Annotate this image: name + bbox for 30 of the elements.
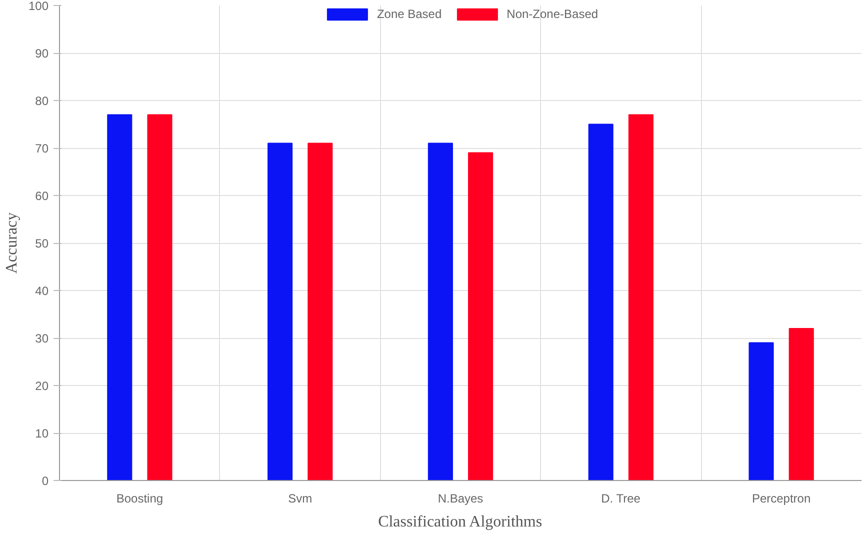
y-tick-label: 80 <box>35 94 49 108</box>
y-tick-label: 90 <box>35 46 49 60</box>
legend-label: Non-Zone-Based <box>506 7 598 21</box>
y-axis-title: Accuracy <box>3 212 20 274</box>
bar <box>748 342 774 480</box>
bar <box>428 142 453 480</box>
x-tick-label: Perceptron <box>752 492 811 506</box>
bar <box>308 142 333 480</box>
y-tick-label: 30 <box>35 332 49 346</box>
bar <box>628 114 654 480</box>
x-tick-label: N.Bayes <box>438 492 484 506</box>
y-tick-label: 60 <box>35 189 49 203</box>
bar <box>788 328 814 480</box>
y-tick-label: 100 <box>28 0 49 13</box>
bar <box>147 114 172 480</box>
x-tick-label: Svm <box>288 492 312 506</box>
legend-label: Zone Based <box>376 7 442 21</box>
bar <box>268 142 293 480</box>
y-tick-label: 10 <box>35 426 49 440</box>
x-tick-label: Boosting <box>116 492 164 506</box>
x-axis-title: Classification Algorithms <box>378 514 542 530</box>
bar <box>588 124 614 480</box>
x-tick-label: D. Tree <box>601 492 641 506</box>
bar <box>468 152 494 480</box>
y-tick-label: 20 <box>35 379 49 393</box>
y-tick-label: 0 <box>42 474 49 488</box>
y-tick-label: 40 <box>35 284 49 298</box>
bar <box>107 114 132 480</box>
y-tick-label: 50 <box>35 236 49 250</box>
y-tick-label: 70 <box>35 142 49 156</box>
